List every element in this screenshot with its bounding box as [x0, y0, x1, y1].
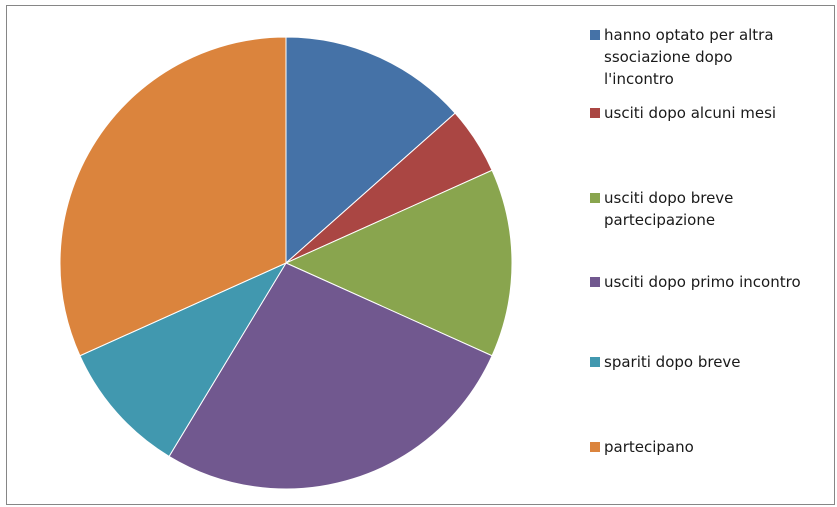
chart-area: hanno optato per altra ssociazione dopo …: [6, 5, 835, 505]
pie-slice: [284, 169, 513, 357]
pie-slice: [168, 262, 493, 490]
pie-chart: [59, 36, 513, 490]
pie-slice: [79, 261, 288, 458]
pie-slice: [59, 36, 287, 357]
pie-slice: [285, 36, 456, 265]
